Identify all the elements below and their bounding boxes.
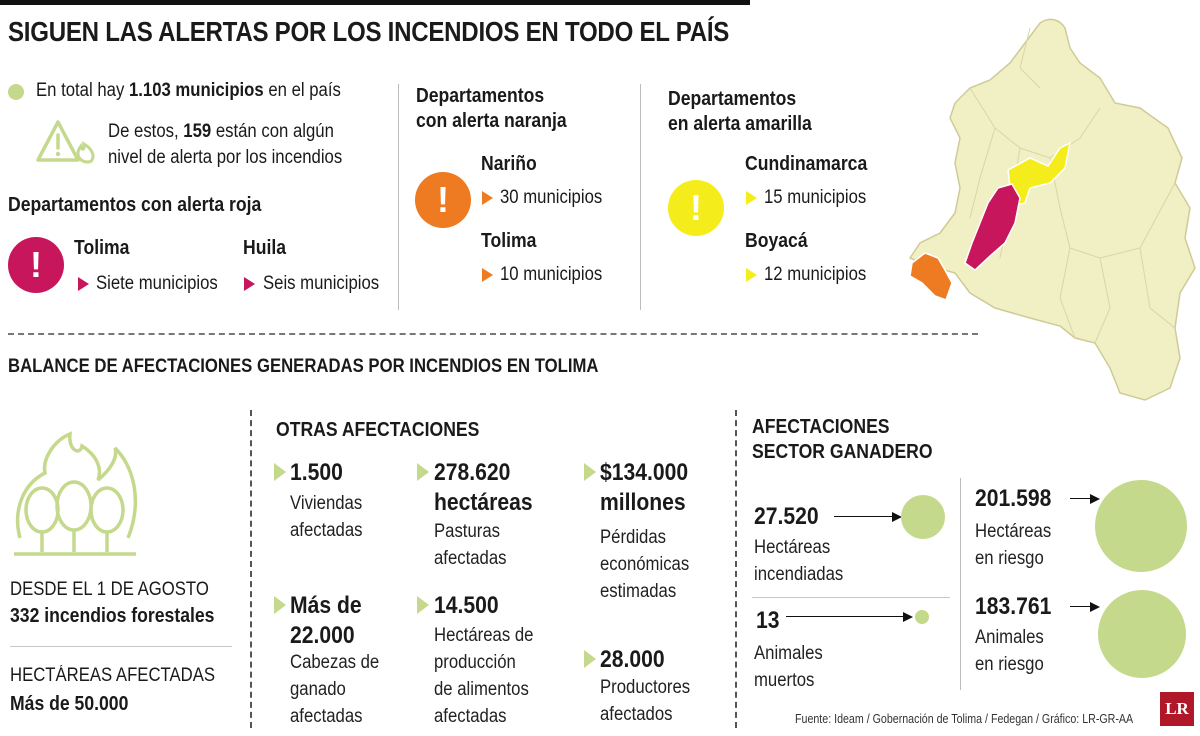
bubble	[1095, 480, 1187, 572]
summary-line-3: nivel de alerta por los incendios	[108, 147, 343, 168]
red-alert-dept-name: Huila	[243, 237, 287, 259]
green-marker	[584, 463, 596, 481]
forest-fire-icon	[14, 431, 138, 556]
stat-desc: Pasturas afectadas	[434, 521, 507, 569]
stat-desc: Cabezas de ganado afectadas	[290, 652, 380, 727]
arrow-head	[903, 612, 913, 622]
bubble	[1098, 590, 1186, 678]
green-marker	[584, 650, 596, 668]
red-alert-dept-name: Tolima	[74, 237, 130, 259]
bubble	[901, 495, 945, 539]
stat-desc: Hectáreas de producción de alimentos afe…	[434, 625, 534, 727]
divider	[640, 84, 641, 310]
source-note: Fuente: Ideam / Gobernación de Tolima / …	[795, 711, 1134, 726]
yellow-alert-dept-detail: 15 municipios	[764, 187, 867, 208]
orange-alert-heading: Departamentos	[416, 85, 545, 107]
red-alert-dept-detail: Seis municipios	[263, 273, 380, 294]
stat-desc: Hectáreas en riesgo	[975, 521, 1052, 569]
orange-alert-heading: con alerta naranja	[416, 110, 567, 132]
yellow-alert-heading: en alerta amarilla	[668, 113, 812, 135]
bullet-dot	[8, 84, 24, 100]
divider	[398, 84, 399, 310]
yellow-triangle-marker	[746, 191, 757, 205]
orange-triangle-marker	[482, 191, 493, 205]
summary-line-2: De estos, 159 están con algún	[108, 121, 334, 142]
stat-value: 13	[756, 607, 780, 634]
red-alert-dept-detail: Siete municipios	[96, 273, 218, 294]
hectares-value: Más de 50.000	[10, 693, 129, 715]
red-triangle-marker	[78, 277, 89, 291]
green-marker	[417, 596, 429, 614]
balance-heading: BALANCE DE AFECTACIONES GENERADAS POR IN…	[8, 356, 599, 377]
red-alert-heading: Departamentos con alerta roja	[8, 194, 262, 216]
stat-value: 1.500	[290, 459, 343, 486]
ganadero-heading: SECTOR GANADERO	[752, 441, 933, 463]
yellow-alert-dept-detail: 12 municipios	[764, 264, 867, 285]
stat-value: 14.500	[434, 592, 499, 619]
top-rule	[0, 0, 750, 5]
colombia-map	[908, 18, 1196, 401]
section-divider	[735, 410, 737, 728]
warning-fire-icon	[36, 120, 95, 164]
stat-value: 27.520	[754, 503, 819, 530]
orange-alert-dept-detail: 10 municipios	[500, 264, 603, 285]
yellow-alert-dept-name: Cundinamarca	[745, 153, 868, 175]
divider	[10, 646, 232, 647]
green-marker	[417, 463, 429, 481]
stat-desc: Pérdidas económicas estimadas	[600, 527, 690, 602]
hectares-label: HECTÁREAS AFECTADAS	[10, 665, 216, 686]
orange-alert-icon: !	[415, 172, 471, 228]
summary-line-1: En total hay 1.103 municipios en el país	[36, 80, 341, 101]
section-divider	[250, 410, 252, 728]
orange-alert-dept-detail: 30 municipios	[500, 187, 603, 208]
since-label: DESDE EL 1 DE AGOSTO	[10, 579, 209, 600]
stat-value: 278.620 hectáreas	[434, 459, 533, 516]
arrow	[786, 616, 908, 617]
lr-logo: LR	[1160, 692, 1194, 726]
page-title: SIGUEN LAS ALERTAS POR LOS INCENDIOS EN …	[8, 16, 730, 47]
arrow-head	[1090, 494, 1100, 504]
arrow-head	[1090, 602, 1100, 612]
red-triangle-marker	[244, 277, 255, 291]
yellow-triangle-marker	[746, 268, 757, 282]
otras-heading: OTRAS AFECTACIONES	[276, 419, 480, 441]
divider	[752, 597, 950, 598]
orange-alert-dept-name: Nariño	[481, 153, 537, 175]
arrow-head	[892, 512, 902, 522]
stat-desc: Productores afectados	[600, 677, 691, 725]
stat-value: Más de 22.000	[290, 592, 362, 649]
section-divider	[8, 333, 978, 335]
bubble	[915, 610, 929, 624]
arrow	[1070, 606, 1094, 607]
yellow-alert-dept-name: Boyacá	[745, 230, 808, 252]
arrow	[1070, 498, 1094, 499]
orange-triangle-marker	[482, 268, 493, 282]
stat-value: 201.598	[975, 485, 1052, 512]
since-value: 332 incendios forestales	[10, 605, 215, 627]
divider	[960, 478, 961, 690]
ganadero-heading: AFECTACIONES	[752, 416, 890, 438]
stat-desc: Animales en riesgo	[975, 627, 1044, 675]
orange-alert-dept-name: Tolima	[481, 230, 537, 252]
stat-value: 183.761	[975, 593, 1052, 620]
stat-value: $134.000 millones	[600, 459, 689, 516]
arrow	[834, 516, 896, 517]
green-marker	[274, 463, 286, 481]
yellow-alert-heading: Departamentos	[668, 88, 797, 110]
red-alert-icon: !	[8, 237, 64, 293]
stat-value: 28.000	[600, 646, 665, 673]
yellow-alert-icon: !	[668, 180, 724, 236]
stat-desc: Animales muertos	[754, 643, 823, 691]
green-marker	[274, 596, 286, 614]
stat-desc: Hectáreas incendiadas	[754, 537, 844, 585]
stat-desc: Viviendas afectadas	[290, 493, 363, 541]
